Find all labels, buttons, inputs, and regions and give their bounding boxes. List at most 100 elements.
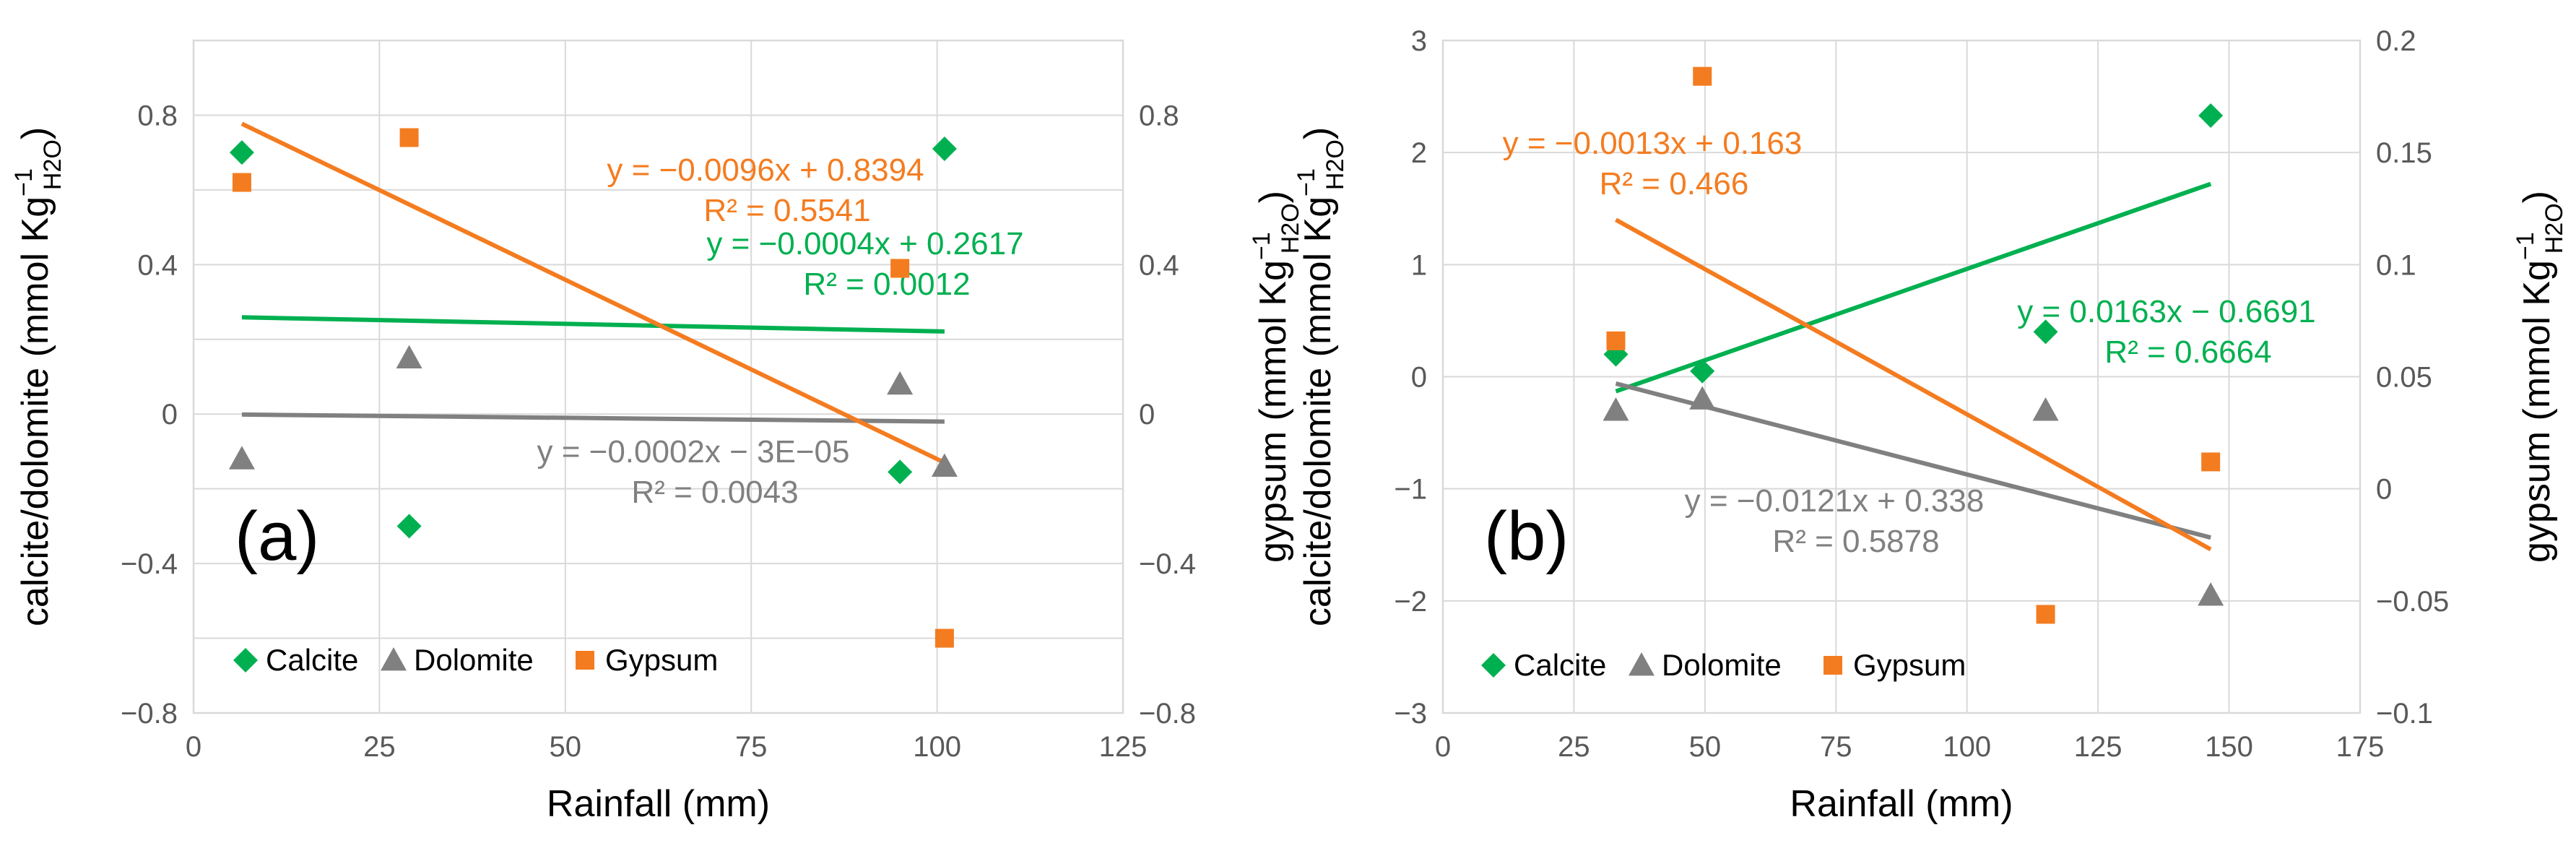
- gypsum-r2: R² = 0.466: [1600, 166, 1749, 202]
- legend-label-dolomite: Dolomite: [414, 643, 534, 677]
- y-left-tick-label: 0: [162, 399, 178, 431]
- gypsum-point: [890, 259, 910, 278]
- panel-label: (a): [235, 498, 319, 575]
- gypsum-point: [934, 628, 954, 648]
- dolomite-trendline: [241, 412, 945, 424]
- legend-label-calcite: Calcite: [266, 643, 358, 677]
- y-right-tick-label: 0.8: [1139, 100, 1179, 131]
- x-tick-label: 75: [735, 731, 768, 763]
- y-right-tick-label: −0.8: [1139, 698, 1196, 730]
- x-tick-label: 125: [1099, 731, 1148, 763]
- y-left-tick-label: 0: [1411, 362, 1427, 394]
- legend: Calcite Dolomite Gypsum: [1481, 648, 1966, 682]
- gypsum-point: [2201, 452, 2221, 472]
- gypsum-point: [2036, 605, 2055, 624]
- calcite-point: [2198, 103, 2224, 128]
- calcite-equation: y = 0.0163x − 0.6691: [2017, 294, 2315, 329]
- y-left-tick-label: −1: [1394, 474, 1427, 506]
- x-tick-label: 25: [363, 731, 396, 763]
- y-right-tick-label: 0.4: [1139, 249, 1179, 281]
- legend-marker-dolomite: [381, 647, 407, 671]
- calcite-point: [2033, 319, 2058, 345]
- x-tick-label: 50: [550, 731, 582, 763]
- legend-marker-calcite: [1481, 653, 1506, 678]
- calcite-r2: R² = 0.0012: [803, 267, 970, 302]
- x-tick-label: 125: [2074, 731, 2122, 763]
- x-tick-label: 150: [2205, 731, 2253, 763]
- calcite-trendline: [1615, 181, 2212, 394]
- x-tick-label: 100: [1943, 731, 1991, 763]
- y-right-tick-label: 0.15: [2376, 137, 2432, 169]
- x-tick-label: 0: [1435, 731, 1451, 763]
- y-left-tick-label: −3: [1394, 698, 1427, 730]
- gypsum-trendline: [240, 121, 946, 465]
- dolomite-equation: y = −0.0002x − 3E−05: [537, 434, 849, 470]
- plot-frame: [1441, 39, 2362, 714]
- dolomite-point: [1689, 386, 1716, 410]
- legend: Calcite Dolomite Gypsum: [233, 643, 718, 677]
- y-right-tick-label: 0.1: [2376, 249, 2416, 281]
- y-right-tick-label: −0.1: [2376, 698, 2433, 730]
- calcite-point: [229, 140, 254, 165]
- y-left-tick-label: 0.8: [137, 100, 178, 131]
- dolomite-equation: y = −0.0121x + 0.338: [1685, 483, 1985, 519]
- y-left-tick-label: −0.4: [121, 548, 178, 580]
- y-right-tick-label: 0.05: [2376, 362, 2432, 394]
- gypsum-trendline: [1615, 217, 2212, 552]
- dolomite-point: [1603, 397, 1629, 421]
- legend-label-gypsum: Gypsum: [1853, 648, 1966, 682]
- y-left-axis-title: calcite/dolomite (mmol Kg−1H2O): [1293, 127, 1349, 626]
- dolomite-r2: R² = 0.0043: [631, 475, 798, 510]
- legend-marker-gypsum: [576, 651, 594, 670]
- x-tick-label: 100: [913, 731, 961, 763]
- legend-label-calcite: Calcite: [1514, 648, 1606, 682]
- y-right-axis-title: gypsum (mmol Kg−1H2O): [1248, 191, 1304, 563]
- calcite-point: [888, 459, 913, 485]
- gypsum-point: [399, 128, 419, 147]
- dolomite-point: [396, 345, 422, 369]
- dolomite-point: [2032, 397, 2059, 421]
- legend-marker-dolomite: [1629, 652, 1655, 676]
- calcite-point: [1690, 358, 1715, 384]
- calcite-equation: y = −0.0004x + 0.2617: [706, 226, 1023, 261]
- y-right-tick-label: 0: [1139, 399, 1155, 431]
- y-right-axis-title: gypsum (mmol Kg−1H2O): [2512, 191, 2568, 563]
- gypsum-point: [232, 173, 251, 192]
- gypsum-equation: y = −0.0013x + 0.163: [1503, 126, 1803, 161]
- x-tick-label: 25: [1558, 731, 1590, 763]
- calcite-point: [396, 514, 422, 539]
- legend-label-dolomite: Dolomite: [1662, 648, 1782, 682]
- gypsum-equation: y = −0.0096x + 0.8394: [607, 152, 924, 188]
- gypsum-point: [1693, 66, 1712, 86]
- y-left-tick-label: 0.4: [137, 249, 178, 281]
- dolomite-point: [2198, 582, 2224, 606]
- calcite-trendline: [241, 315, 945, 334]
- gypsum-point: [1606, 331, 1626, 350]
- legend-label-gypsum: Gypsum: [605, 643, 718, 677]
- panel-label: (b): [1484, 498, 1569, 575]
- chart-panel-b: 0 25 50 75 100 125 150 175 −3 −2 −1 0 1 2 3 −0.1 −0.05 0 0…: [1293, 25, 2568, 825]
- gypsum-r2: R² = 0.5541: [703, 193, 870, 228]
- y-right-tick-label: −0.4: [1139, 548, 1196, 580]
- y-right-tick-label: 0.2: [2376, 25, 2416, 57]
- gridlines: [193, 40, 1124, 714]
- y-right-tick-label: 0: [2376, 474, 2392, 506]
- legend-marker-calcite: [233, 648, 258, 673]
- x-tick-label: 175: [2336, 731, 2385, 763]
- y-right-tick-label: −0.05: [2376, 586, 2449, 618]
- y-left-tick-label: −0.8: [121, 698, 178, 730]
- y-left-axis-title: calcite/dolomite (mmol Kg−1H2O): [10, 127, 66, 626]
- dolomite-point: [887, 371, 914, 395]
- calcite-r2: R² = 0.6664: [2104, 334, 2271, 370]
- y-left-tick-label: −2: [1394, 586, 1427, 618]
- x-tick-label: 50: [1689, 731, 1722, 763]
- calcite-point: [932, 136, 957, 161]
- x-axis-title: Rainfall (mm): [1790, 783, 2013, 825]
- y-left-tick-label: 1: [1411, 249, 1427, 281]
- dolomite-point: [931, 453, 958, 477]
- x-tick-label: 0: [186, 731, 201, 763]
- y-left-tick-label: 3: [1411, 25, 1427, 57]
- dolomite-r2: R² = 0.5878: [1772, 524, 1939, 559]
- x-axis-title: Rainfall (mm): [547, 783, 770, 825]
